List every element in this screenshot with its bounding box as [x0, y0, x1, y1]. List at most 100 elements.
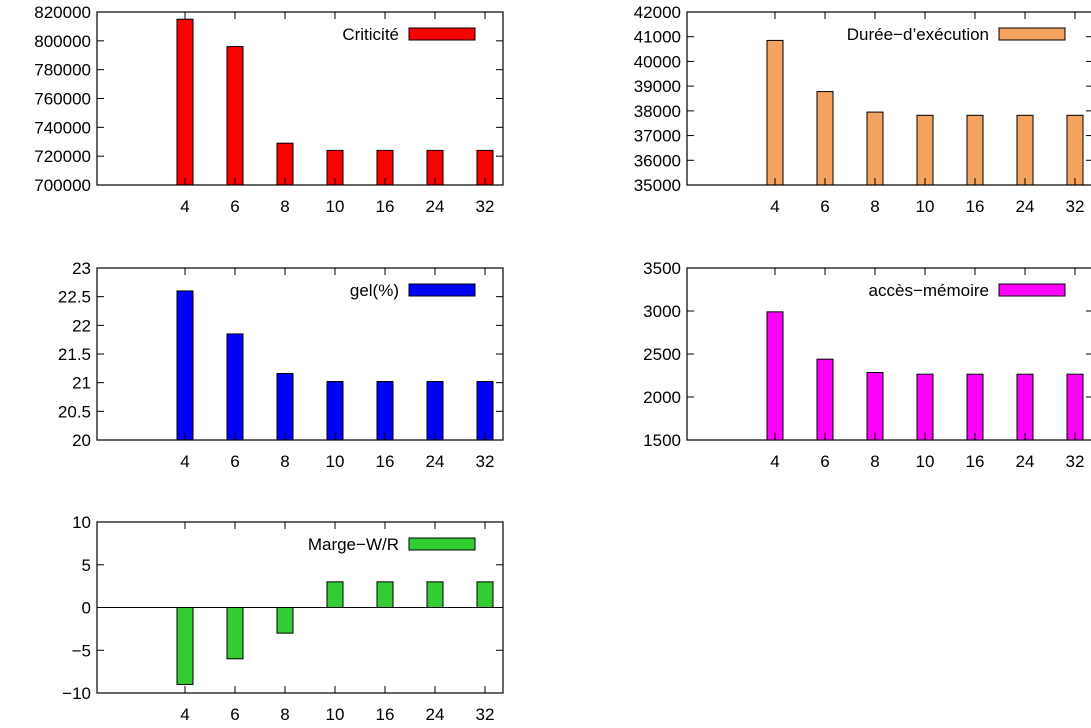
y-tick-label: 37000 — [634, 127, 681, 146]
bar-6 — [226, 46, 244, 186]
chart-panel-1: 700000 720000 740000 760000 780000 800000 8200… — [34, 3, 504, 216]
bar-8 — [276, 372, 294, 441]
y-tick-label: 2000 — [643, 388, 681, 407]
legend-swatch — [408, 537, 476, 551]
x-tick-label: 32 — [1066, 452, 1085, 471]
bar-16 — [376, 381, 394, 441]
y-tick-label: 40000 — [634, 52, 681, 71]
x-tick-label: 24 — [426, 705, 445, 724]
x-tick-label: 16 — [966, 452, 985, 471]
y-tick-label: 0 — [82, 599, 91, 618]
plot-frame — [686, 11, 1091, 186]
legend-label: gel(%) — [350, 281, 399, 300]
x-tick-label: 16 — [966, 197, 985, 216]
bar-8 — [866, 371, 884, 441]
bar-4 — [176, 607, 194, 685]
bar-8 — [276, 607, 294, 634]
y-tick-label: 1500 — [643, 431, 681, 450]
y-tick-label: 23 — [72, 259, 91, 278]
x-tick-label: 4 — [180, 197, 189, 216]
y-tick-label: 22 — [72, 316, 91, 335]
x-tick-label: 6 — [230, 452, 239, 471]
bar-4 — [766, 311, 784, 441]
y-tick-label: 39000 — [634, 77, 681, 96]
y-tick-label: 42000 — [634, 3, 681, 22]
bar-6 — [226, 607, 244, 660]
y-tick-label: 740000 — [34, 118, 91, 137]
y-tick-label: 3500 — [643, 259, 681, 278]
x-tick-label: 4 — [770, 197, 779, 216]
x-tick-label: 6 — [820, 452, 829, 471]
bar-24 — [426, 381, 444, 441]
bar-24 — [1016, 114, 1034, 186]
x-tick-label: 8 — [280, 705, 289, 724]
x-tick-label: 16 — [376, 197, 395, 216]
y-tick-label: 700000 — [34, 176, 91, 195]
chart-panel-3: 20 20.5 21 21.5 22 22.5 23 4 6 8 10 16 24 32 gel(%) — [58, 259, 504, 471]
y-tick-label: 20 — [72, 431, 91, 450]
legend-swatch — [998, 27, 1066, 41]
x-tick-label: 8 — [870, 197, 879, 216]
legend-label: accès−mémoire — [869, 281, 989, 300]
bar-24 — [426, 581, 444, 608]
y-tick-label: −5 — [72, 641, 91, 660]
bar-24 — [1016, 373, 1034, 441]
legend-label: Criticité — [342, 25, 399, 44]
bar-32 — [476, 381, 494, 441]
x-tick-label: 24 — [426, 452, 445, 471]
bar-10 — [326, 581, 344, 608]
x-tick-label: 10 — [326, 452, 345, 471]
x-tick-label: 32 — [476, 197, 495, 216]
x-tick-label: 6 — [230, 197, 239, 216]
x-tick-label: 10 — [916, 452, 935, 471]
x-tick-label: 32 — [1066, 197, 1085, 216]
y-tick-label: 800000 — [34, 32, 91, 51]
chart-panel-5: −10 −5 0 5 10 4 6 8 10 16 24 32 Marge−W/R — [62, 513, 504, 724]
bar-4 — [176, 18, 194, 186]
plot-frame — [96, 11, 504, 186]
x-tick-label: 8 — [870, 452, 879, 471]
x-tick-label: 16 — [376, 452, 395, 471]
x-tick-label: 4 — [180, 452, 189, 471]
bar-16 — [966, 373, 984, 441]
chart-panel-2: 35000 36000 37000 38000 39000 40000 41000 42000… — [634, 3, 1091, 216]
y-tick-label: 2500 — [643, 345, 681, 364]
x-tick-label: 10 — [326, 197, 345, 216]
y-tick-label: 720000 — [34, 147, 91, 166]
bar-10 — [916, 373, 934, 441]
legend-swatch — [408, 283, 476, 297]
legend-label: Durée−d’exécution — [847, 25, 989, 44]
plot-frame — [686, 267, 1091, 441]
bar-4 — [176, 290, 194, 441]
y-tick-label: 820000 — [34, 3, 91, 22]
x-tick-label: 24 — [1016, 452, 1035, 471]
y-tick-label: 35000 — [634, 176, 681, 195]
bar-32 — [1066, 373, 1084, 441]
x-tick-label: 4 — [180, 705, 189, 724]
y-tick-label: 20.5 — [58, 402, 91, 421]
y-tick-label: 780000 — [34, 61, 91, 80]
x-tick-label: 8 — [280, 452, 289, 471]
bar-8 — [866, 111, 884, 186]
legend-swatch — [408, 27, 476, 41]
plot-frame — [96, 267, 504, 441]
bar-32 — [1066, 114, 1084, 186]
x-tick-label: 10 — [326, 705, 345, 724]
x-tick-label: 8 — [280, 197, 289, 216]
chart-panel-4: 1500 2000 2500 3000 3500 4 6 8 10 16 24 32 accès−mém… — [643, 259, 1091, 471]
bar-6 — [816, 358, 834, 441]
x-tick-label: 32 — [476, 705, 495, 724]
bar-16 — [966, 114, 984, 186]
bar-32 — [476, 581, 494, 608]
y-tick-label: 41000 — [634, 28, 681, 47]
x-tick-label: 6 — [230, 705, 239, 724]
x-tick-label: 24 — [1016, 197, 1035, 216]
bar-6 — [226, 333, 244, 441]
legend-swatch — [998, 283, 1066, 297]
y-tick-label: 36000 — [634, 151, 681, 170]
y-tick-label: 760000 — [34, 90, 91, 109]
bar-10 — [916, 114, 934, 186]
y-tick-label: 38000 — [634, 102, 681, 121]
bar-16 — [376, 581, 394, 608]
